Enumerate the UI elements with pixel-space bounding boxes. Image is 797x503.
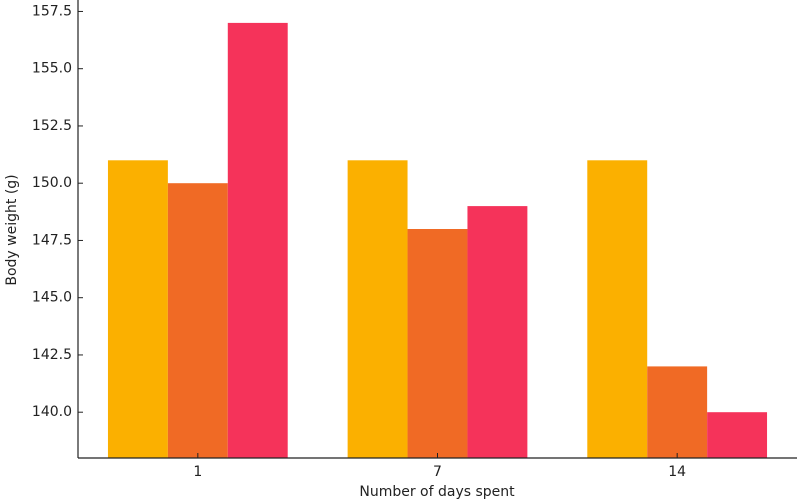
x-tick-label: 14 (668, 464, 686, 480)
y-axis-label: Body weight (g) (4, 174, 20, 285)
y-tick-label: 157.5 (32, 3, 72, 19)
bar (647, 366, 708, 458)
bar (587, 160, 648, 459)
x-axis-label: Number of days spent (359, 484, 515, 500)
y-tick-label: 145.0 (32, 290, 72, 306)
bar (107, 160, 168, 459)
bar (467, 206, 528, 458)
y-tick-label: 147.5 (32, 232, 72, 248)
y-tick-label: 155.0 (32, 61, 72, 77)
bar (407, 229, 468, 458)
y-tick-label: 152.5 (32, 118, 72, 134)
bar (707, 412, 768, 458)
x-tick-label: 1 (193, 464, 202, 480)
y-tick-label: 140.0 (32, 404, 72, 420)
x-tick-label: 7 (433, 464, 442, 480)
y-tick-label: 150.0 (32, 175, 72, 191)
bar (347, 160, 408, 459)
y-tick-label: 142.5 (32, 347, 72, 363)
bar (167, 183, 228, 458)
bar (227, 22, 288, 459)
